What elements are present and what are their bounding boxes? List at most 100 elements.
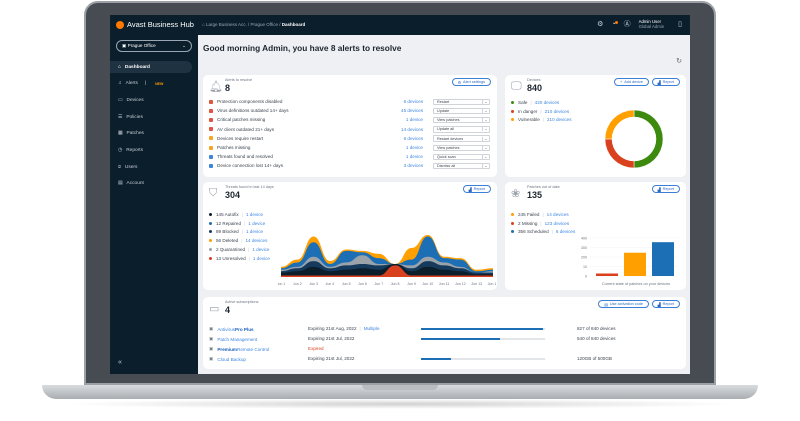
alert-devices-link[interactable]: 6 devices [403,135,423,141]
alert-action-select[interactable]: View patches ⌄ [433,144,490,151]
subscription-name-link[interactable]: ▣ Patch Management [209,336,257,342]
breadcrumb: ⌂ Large Business Acc. / Prague Office / … [202,22,306,27]
alert-action-value: View patches [437,118,460,123]
donut-slice-in-danger [604,138,635,169]
alert-settings-button[interactable]: ⚙ Alert settings [451,78,491,86]
usage-fill [421,337,501,340]
alert-devices-link[interactable]: 1 device [405,145,423,150]
legend-devices-link[interactable]: 14 devices [546,212,569,217]
sidebar-item-policies[interactable]: ☰ Policies [110,111,192,123]
activation-code-label: Use activation code [609,302,643,306]
legend-item: 56 Deleted | 14 devices [209,238,267,243]
alert-action-select[interactable]: Dismiss all ⌄ [433,162,490,170]
sidebar-item-devices[interactable]: ▭ Devices [110,94,192,106]
alert-action-select[interactable]: Quick scan ⌄ [433,153,490,161]
brand-logo[interactable]: Avast Business Hub [116,20,194,29]
user-role: Global Admin [638,24,665,29]
product-name: Patch Management [217,336,258,342]
legend-devices-link[interactable]: 123 devices [544,220,570,226]
legend-devices-link[interactable]: 420 devices [534,100,560,105]
apps-icon[interactable]: ▯ [678,21,682,28]
legend-devices-link[interactable]: 1 device [252,255,270,261]
legend-label: 56 Deleted [216,238,239,244]
chevron-down-icon: ⌄ [482,99,489,104]
shield-icon: ⛉ [209,187,218,199]
devices-report-button[interactable]: ▟ Report [651,78,680,86]
settings-icon[interactable]: ⚙ [597,21,604,28]
activation-code-button[interactable]: ▤ Use activation code [598,300,649,308]
subscription-name-link[interactable]: ▣ Antivirus Pro Plus [209,326,254,332]
product-icon: ▣ [209,326,214,331]
alert-action-select[interactable]: Update ⌄ [433,107,490,115]
alert-action-select[interactable]: Update all ⌄ [433,126,490,133]
alert-action-select[interactable]: Restart ⌄ [433,98,490,105]
breadcrumb-office[interactable]: Prague Office [250,22,278,27]
laptop-base [42,385,758,399]
legend-devices-link[interactable]: 210 devices [544,108,570,114]
subscription-name-link[interactable]: ▣ Premium Remote Control [209,346,269,352]
alert-devices-link[interactable]: 1 device [405,154,423,160]
alert-action-select[interactable]: View patches ⌄ [433,116,490,124]
patches-title: Patches out of date [527,185,560,189]
chevron-down-icon: ⌄ [482,108,489,113]
sidebar-item-users[interactable]: ⍝ Users [110,161,192,173]
alert-devices-link[interactable]: 3 devices [403,163,423,169]
donut-slice-safe [633,109,664,169]
patches-report-button[interactable]: ▟ Report [651,185,680,193]
product-icon: ▣ [209,356,214,361]
legend-devices-link[interactable]: 1 device [248,220,266,226]
alert-devices-link[interactable]: 6 devices [403,99,423,104]
patches-icon: ❀ [511,188,521,200]
alert-devices-link[interactable]: 14 devices [401,126,423,132]
refresh-icon[interactable]: ↻ [676,58,682,65]
alert-severity-icon [209,99,213,104]
legend-label: 12 Repaired [216,220,242,226]
usage-text: 540 of 840 devices [577,336,616,341]
legend-devices-link[interactable]: 210 devices [547,117,572,122]
alert-devices-link[interactable]: 45 devices [401,108,423,114]
subscription-name-link[interactable]: ▣ Cloud Backup [209,356,246,362]
sidebar-item-reports[interactable]: ◷ Reports [110,144,192,156]
subscriptions-report-button[interactable]: ▟ Report [651,300,680,308]
legend-devices-link[interactable]: 14 devices [245,238,268,244]
chevron-down-icon: ⌄ [482,118,489,123]
threats-report-button[interactable]: ▟ Report [462,185,491,193]
alert-devices-link[interactable]: 1 device [405,117,423,123]
divider: | [540,108,542,114]
legend-label: 13 Unresolved [216,255,246,261]
notifications-icon[interactable]: ◔ [611,20,618,28]
legend-devices-link[interactable]: 1 device [252,246,270,252]
divider: | [241,238,243,244]
alert-severity-icon [209,145,213,150]
legend-devices-link[interactable]: 1 device [245,229,264,235]
add-device-button[interactable]: + Add device [613,78,649,86]
usage-bar [421,337,545,340]
legend-item: 89 Blocked | 1 device [209,229,263,234]
avast-logo-icon [116,20,124,29]
multiple-link[interactable]: Multiple [363,326,380,331]
chevron-down-icon: ⌄ [482,127,489,132]
avatar[interactable]: Ⓐ [623,21,631,28]
legend-devices-link[interactable]: 1 device [245,212,264,217]
y-tick-label: 400 [581,236,587,240]
office-selector[interactable]: ▣ Prague Office ⌄ [116,40,192,52]
breadcrumb-account[interactable]: Large Business Acc. [205,22,247,27]
legend-label: 356 Scheduled [518,229,549,235]
collapse-sidebar-icon[interactable]: « [118,359,122,366]
stream-series--unresolved [281,265,493,277]
sidebar-item-alerts[interactable]: ♫ Alerts | NEW [110,78,192,90]
sidebar-item-dashboard[interactable]: ⌂ Dashboard [110,61,192,73]
sidebar-item-patches[interactable]: ▦ Patches [110,128,192,140]
chevron-down-icon: ⌄ [182,43,186,48]
sidebar-item-label: Account [126,181,144,187]
sidebar-item-account[interactable]: ▤ Account [110,178,192,190]
alert-action-select[interactable]: Restart devices ⌄ [433,135,490,142]
x-tick-label: Jun 13 [471,282,482,286]
gear-icon: ⚙ [457,80,462,85]
x-tick-label: Jun 10 [422,282,433,286]
expiry-text: Expiring 21st Jul, 2022 [308,336,355,341]
devices-count: 840 [527,83,543,93]
legend-devices-link[interactable]: 6 devices [555,229,576,235]
divider: | [542,212,544,217]
devices-donut-chart [604,109,664,169]
